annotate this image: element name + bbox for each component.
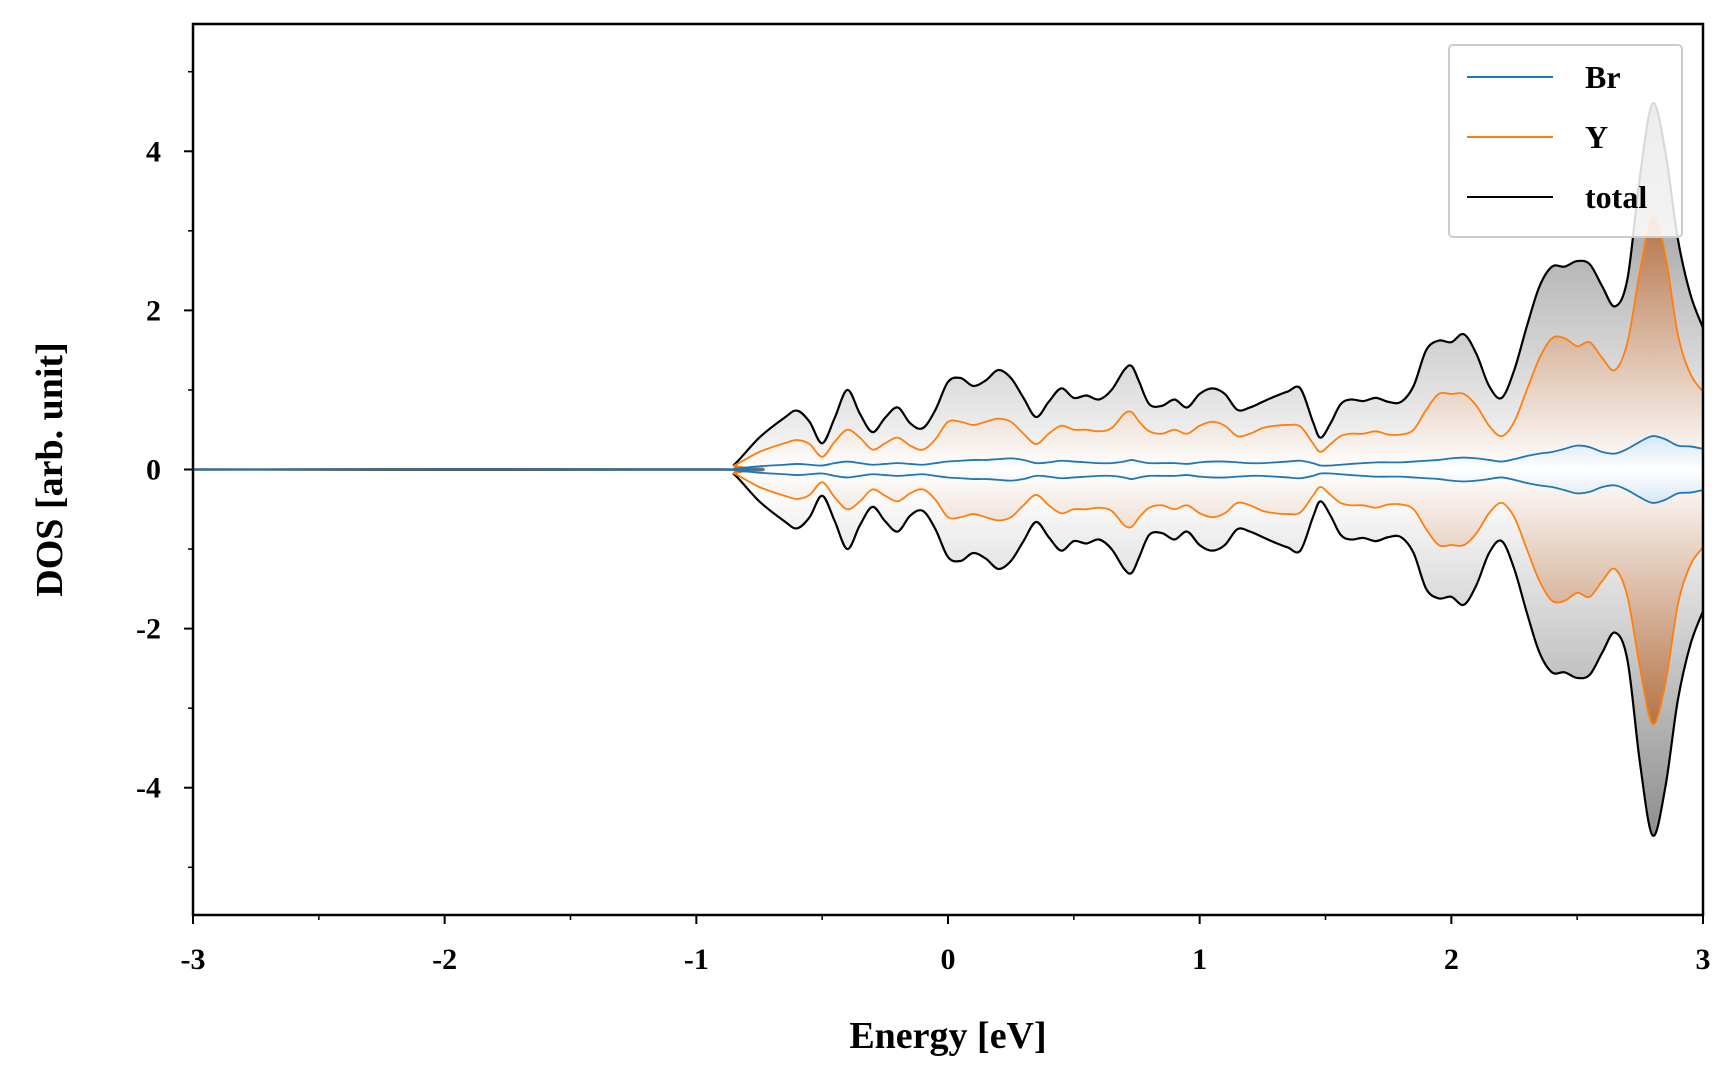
y-axis-title: DOS [arb. unit]	[29, 342, 71, 596]
legend-label-total: total	[1585, 179, 1647, 215]
x-axis: -3 -2 -1 0 1 2 3	[181, 915, 1711, 976]
x-tick-label: -3	[181, 943, 206, 976]
x-tick-label: 3	[1696, 943, 1711, 976]
legend-box	[1448, 44, 1683, 238]
y-axis: -4 -2 0 2 4	[136, 70, 193, 869]
line-total-up	[193, 102, 1703, 471]
x-tick-label: -1	[684, 943, 709, 976]
line-y-down	[193, 468, 1703, 725]
x-tick-label: 0	[941, 943, 956, 976]
legend-label-br: Br	[1585, 59, 1621, 95]
fill-layer	[193, 103, 1703, 836]
x-axis-title: Energy [eV]	[849, 1015, 1046, 1057]
line-br-up	[193, 435, 1703, 471]
line-br-down	[193, 468, 1703, 504]
y-tick-label: -4	[136, 772, 161, 805]
line-y-up	[193, 214, 1703, 471]
x-tick-label: -2	[432, 943, 457, 976]
line-layer	[193, 102, 1703, 837]
x-tick-label: 2	[1444, 943, 1459, 976]
y-tick-label: -2	[136, 613, 161, 646]
x-tick-label: 1	[1192, 943, 1207, 976]
line-total-down	[193, 468, 1703, 837]
y-tick-label: 4	[146, 135, 161, 168]
y-tick-label: 0	[146, 454, 161, 487]
y-tick-label: 2	[146, 294, 161, 327]
fill-br	[193, 436, 1703, 503]
legend-label-y: Y	[1585, 119, 1608, 155]
